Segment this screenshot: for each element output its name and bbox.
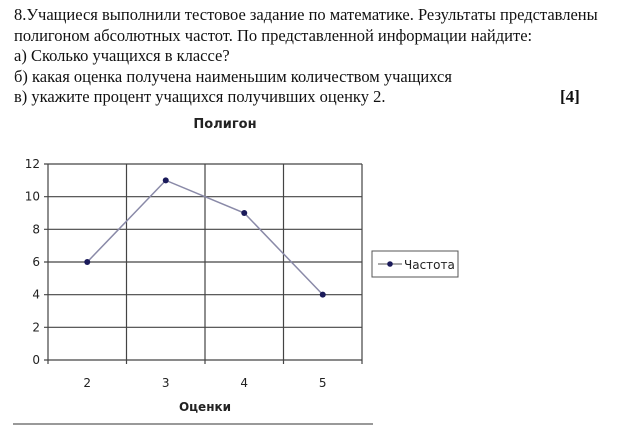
task-line-2: полигоном абсолютных частот. По представ…	[14, 26, 533, 45]
y-tick-label: 4	[32, 288, 40, 302]
x-tick-label: 4	[240, 376, 248, 390]
y-tick-label: 6	[32, 255, 40, 269]
task-line-4: б) какая оценка получена наименьшим коли…	[14, 67, 452, 86]
divider	[13, 423, 373, 425]
marks-label: [4]	[560, 87, 580, 106]
task-line-1: 8.Учащиеся выполнили тестовое задание по…	[14, 5, 598, 24]
data-point	[84, 259, 91, 265]
data-point	[162, 177, 169, 184]
legend-marker-icon	[387, 261, 393, 267]
x-tick-label: 2	[83, 376, 91, 390]
task-line-3: а) Сколько учащихся в классе?	[14, 46, 230, 65]
x-tick-label: 5	[319, 376, 327, 390]
y-tick-label: 10	[25, 190, 40, 204]
legend-label: Частота	[404, 258, 455, 272]
y-tick-label: 12	[25, 157, 40, 171]
y-tick-label: 2	[32, 320, 40, 334]
legend: Частота	[371, 250, 459, 278]
series-line	[86, 179, 324, 296]
x-axis-label: Оценки	[179, 400, 231, 414]
x-tick-label: 3	[162, 376, 170, 390]
y-tick-label: 0	[32, 353, 40, 367]
chart-title: Полигон	[193, 117, 256, 132]
data-point	[241, 210, 248, 216]
data-point	[319, 291, 326, 298]
y-tick-label: 8	[32, 222, 40, 236]
task-line-5: в) укажите процент учащихся получивших о…	[14, 87, 386, 106]
